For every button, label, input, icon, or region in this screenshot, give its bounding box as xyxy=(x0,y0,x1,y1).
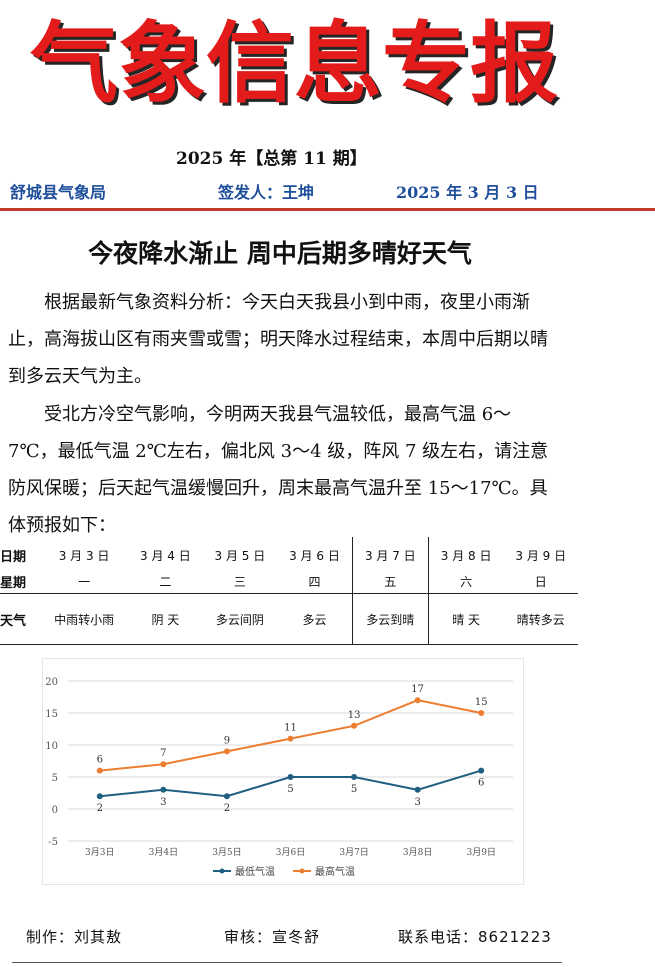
x-tick-label: 3月9日 xyxy=(466,847,495,858)
data-label: 5 xyxy=(351,784,357,795)
data-point xyxy=(351,722,358,729)
masthead-text: 气象信息专报 xyxy=(30,12,558,115)
x-tick-label: 3月5日 xyxy=(212,847,241,858)
date-cell: 3 月 7 日 xyxy=(352,537,429,569)
data-point xyxy=(96,767,103,774)
x-tick-label: 3月7日 xyxy=(339,847,368,858)
data-point xyxy=(414,786,421,793)
data-point xyxy=(478,710,485,716)
temperature-chart-svg: -5 0 5 10 15 20 3月3日 3月4日 3月5日 3月6日 3月7日 3月8日 3月9日 2 3… xyxy=(45,677,513,878)
masthead-shadow: 气象信息专报 xyxy=(33,15,561,118)
data-label: 15 xyxy=(475,697,488,708)
data-point xyxy=(223,793,230,800)
paragraph-2: 受北方冷空气影响，今明两天我县气温较低，最高气温 6～7℃，最低气温 2℃左右，… xyxy=(8,404,549,536)
legend-marker xyxy=(219,868,225,874)
data-label: 11 xyxy=(284,723,297,734)
y-tick-label: 0 xyxy=(52,805,58,816)
data-label: 17 xyxy=(411,684,424,695)
data-label: 3 xyxy=(414,797,420,808)
weather-row: 天气 中雨转小雨 阴 天 多云间阴 多云 多云到晴 晴 天 晴转多云 xyxy=(0,593,578,645)
data-label: 6 xyxy=(97,755,103,766)
legend-entry: 最低气温 xyxy=(235,865,275,878)
forecast-table: 日期 3 月 3 日 3 月 4 日 3 月 5 日 3 月 6 日 3 月 7… xyxy=(0,537,578,645)
issue-date: 2025 年 3 月 3 日 xyxy=(396,183,539,202)
data-label: 5 xyxy=(287,784,293,795)
date-label: 日期 xyxy=(0,549,27,565)
weekday-cell: 日 xyxy=(534,574,547,589)
data-label: 6 xyxy=(478,778,484,789)
weekday-cell: 一 xyxy=(78,574,91,589)
weather-label: 天气 xyxy=(0,593,40,645)
data-label: 2 xyxy=(97,803,103,814)
x-tick-label: 3月3日 xyxy=(85,847,114,858)
data-point xyxy=(414,697,421,704)
data-label: 2 xyxy=(224,803,230,814)
weekday-cell: 四 xyxy=(277,569,353,594)
temperature-chart: -5 0 5 10 15 20 3月3日 3月4日 3月5日 3月6日 3月7日 3月8日 3月9日 2 3… xyxy=(42,658,524,885)
contact-phone: 联系电话：8621223 xyxy=(398,928,552,946)
date-cell: 3 月 5 日 xyxy=(214,548,266,563)
reviewer: 审核：宣冬舒 xyxy=(224,928,321,946)
header-rule xyxy=(0,208,655,211)
weather-cell: 多云间阴 xyxy=(202,593,278,645)
weather-cell: 中雨转小雨 xyxy=(40,593,129,645)
legend-marker xyxy=(299,868,305,874)
data-point xyxy=(160,761,167,768)
y-tick-label: 10 xyxy=(45,741,58,752)
date-cell: 3 月 6 日 xyxy=(277,537,353,569)
data-point xyxy=(351,774,358,780)
weather-cell: 多云 xyxy=(277,593,353,645)
data-label: 3 xyxy=(160,797,166,808)
legend-entry: 最高气温 xyxy=(315,865,355,878)
weather-cell: 晴 天 xyxy=(428,593,504,645)
weather-cell: 多云到晴 xyxy=(352,593,429,645)
date-cell: 3 月 9 日 xyxy=(515,548,567,563)
agency-name: 舒城县气象局 xyxy=(10,183,107,202)
weekday-cell: 二 xyxy=(159,574,172,589)
paragraph-1: 根据最新气象资料分析：今天白天我县小到中雨，夜里小雨渐止，高海拔山区有雨夹雪或雪… xyxy=(8,292,548,387)
date-cell: 3 月 8 日 xyxy=(440,548,492,563)
data-point xyxy=(478,767,485,774)
date-cell: 3 月 3 日 xyxy=(58,548,110,563)
weekday-cell: 五 xyxy=(352,569,429,594)
date-row: 日期 3 月 3 日 3 月 4 日 3 月 5 日 3 月 6 日 3 月 7… xyxy=(0,537,578,569)
x-tick-label: 3月6日 xyxy=(276,847,305,858)
y-tick-label: 15 xyxy=(45,709,58,720)
issue-number: 2025 年【总第 11 期】 xyxy=(176,149,367,169)
data-point xyxy=(160,786,167,793)
data-point xyxy=(223,748,230,755)
y-tick-label: 20 xyxy=(45,677,58,688)
data-point xyxy=(287,774,294,780)
footer-rule xyxy=(12,962,562,963)
series-line xyxy=(99,699,482,772)
weekday-cell: 三 xyxy=(233,574,246,589)
masthead-title: 气象信息专报 气象信息专报 xyxy=(30,12,561,118)
headline: 今夜降水渐止 周中后期多晴好天气 xyxy=(88,239,472,268)
y-tick-label: -5 xyxy=(48,837,58,848)
maker: 制作：刘其敖 xyxy=(26,928,123,946)
data-point xyxy=(96,793,103,800)
data-label: 7 xyxy=(160,748,166,759)
data-label: 13 xyxy=(348,710,361,721)
data-label: 9 xyxy=(224,735,230,746)
weather-cell: 晴转多云 xyxy=(503,593,578,645)
weather-cell: 阴 天 xyxy=(128,593,203,645)
data-point xyxy=(287,735,294,742)
date-cell: 3 月 4 日 xyxy=(140,548,191,563)
y-tick-label: 5 xyxy=(52,773,58,784)
weekday-label: 星期 xyxy=(0,575,27,591)
x-tick-label: 3月8日 xyxy=(403,847,432,858)
weekday-row: 星期 一 二 三 四 五 六 日 xyxy=(0,569,578,594)
signer: 签发人：王坤 xyxy=(218,183,315,202)
weekday-cell: 六 xyxy=(460,574,473,589)
x-tick-label: 3月4日 xyxy=(149,847,178,858)
